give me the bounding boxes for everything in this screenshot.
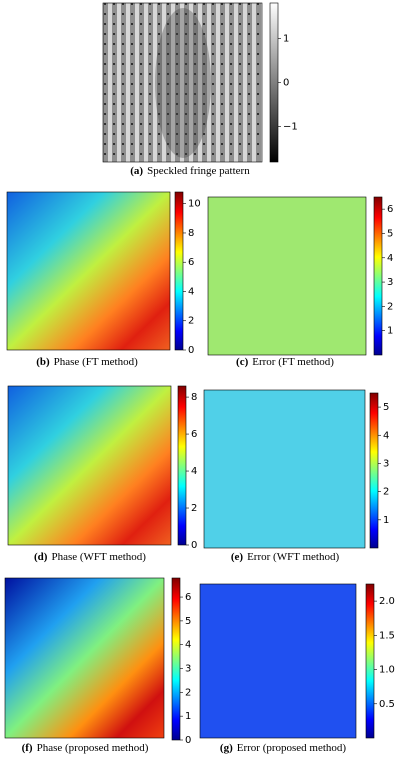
- panels: −101(a) Speckled fringe pattern0246810(b)…: [4, 2, 395, 754]
- colorbar-tick-label: 2.0: [379, 596, 395, 607]
- panel: 1 2 3 4 5 (e) Error (WFT method): [203, 389, 389, 563]
- caption: (f) Phase (proposed method): [22, 742, 149, 754]
- caption-text: Error (proposed method): [237, 742, 347, 754]
- colorbar: [269, 2, 279, 163]
- caption: (g) Error (proposed method): [220, 742, 347, 754]
- colorbar-tick-label: 1: [283, 33, 289, 44]
- colorbar-tick-label: 1: [387, 326, 393, 337]
- colorbar: [177, 385, 187, 546]
- fringe-region: [155, 8, 211, 158]
- colorbar-tick-label: 4: [387, 253, 393, 264]
- colorbar-tick-label: 6: [387, 204, 393, 215]
- colorbar-tick-label: 3: [387, 277, 393, 288]
- colorbar-tick-label: 0: [185, 735, 191, 746]
- panel: 1 2 3 4 5 6 (c) Error (FT method): [207, 196, 393, 368]
- caption-label: (b): [36, 356, 50, 368]
- colorbar-tick-label: 2: [191, 503, 197, 514]
- colorbar-tick-label: 2: [185, 687, 191, 698]
- colorbar-tick-label: 0.5: [379, 699, 395, 710]
- colorbar-tick-label: 1.5: [379, 630, 395, 641]
- colorbar-tick-label: 4: [188, 286, 194, 297]
- colorbar-tick-label: 8: [188, 228, 194, 239]
- colorbar-tick-label: 4: [383, 430, 389, 441]
- colorbar-tick-label: 1.0: [379, 665, 395, 676]
- caption-text: Phase (FT method): [54, 356, 138, 368]
- colorbar-tick-label: 10: [188, 199, 201, 210]
- panel-image: [7, 385, 172, 546]
- colorbar-tick-label: 6: [191, 429, 197, 440]
- colorbar-tick-label: 3: [383, 458, 389, 469]
- panel-image: [6, 191, 171, 351]
- panel-image: [207, 196, 367, 356]
- colorbar-tick-label: 4: [191, 466, 197, 477]
- panel-image: [102, 2, 263, 163]
- caption: (c) Error (FT method): [236, 356, 334, 368]
- panel: 0 2 4 6 8 10 (b) Phase (FT method): [6, 191, 201, 368]
- colorbar-tick-label: 2: [387, 301, 393, 312]
- panel-image: [4, 577, 165, 739]
- caption-text: Speckled fringe pattern: [147, 165, 250, 177]
- caption-label: (d): [34, 551, 48, 563]
- caption-label: (a): [130, 165, 143, 177]
- colorbar-tick-label: 8: [191, 392, 197, 403]
- colorbar-tick-label: 3: [185, 664, 191, 675]
- colorbar-tick-label: 5: [387, 228, 393, 239]
- caption: (a) Speckled fringe pattern: [130, 165, 250, 177]
- colorbar: [369, 392, 379, 549]
- colorbar-tick-label: 2: [188, 316, 194, 327]
- colorbar: [365, 583, 375, 739]
- caption-text: Error (FT method): [252, 356, 334, 368]
- colorbar-tick-label: 5: [383, 402, 389, 413]
- panel: 0 2 4 6 8 (d) Phase (WFT method): [7, 385, 197, 563]
- colorbar-tick-label: 4: [185, 640, 191, 651]
- panel: 0.5 1.0 1.5 2.0 (g) Error (proposed method): [199, 583, 395, 754]
- panel: 0 1 2 3 4 5 6 (f) Phase (proposed method): [4, 577, 191, 754]
- colorbar: [174, 191, 184, 351]
- caption-label: (e): [231, 551, 244, 563]
- caption: (e) Error (WFT method): [231, 551, 340, 563]
- caption-text: Phase (proposed method): [37, 742, 149, 754]
- panel: −1 0 1 (a) Speckled fringe pattern: [102, 2, 298, 177]
- colorbar-tick-label: 0: [191, 540, 197, 551]
- caption-text: Error (WFT method): [247, 551, 339, 563]
- colorbar-tick-label: 6: [188, 257, 194, 268]
- colorbar-tick-label: 0: [188, 345, 194, 356]
- colorbar-tick-label: 1: [185, 711, 191, 722]
- colorbar-tick-label: 2: [383, 487, 389, 498]
- caption-label: (c): [236, 356, 249, 368]
- caption-text: Phase (WFT method): [51, 551, 146, 563]
- panel-image: [203, 389, 366, 549]
- colorbar-tick-label: 1: [383, 515, 389, 526]
- panel-image: [199, 583, 357, 739]
- caption-label: (g): [220, 742, 233, 754]
- colorbar-tick-label: 6: [185, 592, 191, 603]
- caption: (b) Phase (FT method): [36, 356, 138, 368]
- caption-label: (f): [22, 742, 33, 754]
- colorbar-tick-label: −1: [283, 122, 298, 133]
- colorbar: [171, 577, 181, 741]
- colorbar-tick-label: 5: [185, 616, 191, 627]
- colorbar-tick-label: 0: [283, 78, 289, 89]
- colorbar: [373, 196, 383, 356]
- caption: (d) Phase (WFT method): [34, 551, 146, 563]
